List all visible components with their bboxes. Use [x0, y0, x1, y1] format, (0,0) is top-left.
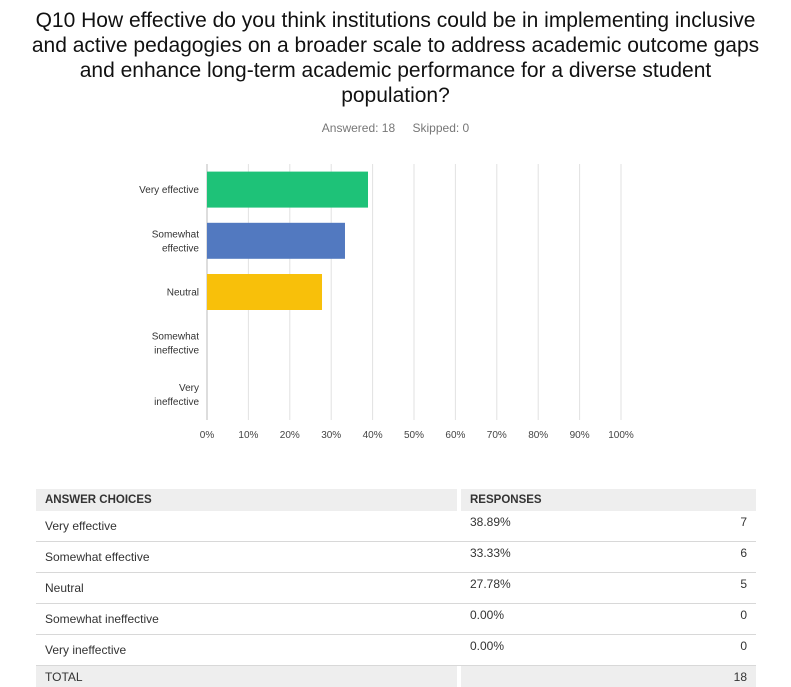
bar-chart: 0% 10% 20% 30% 40% 50% 60% 70% 80% 90% 100% Very ef… — [0, 150, 791, 450]
percent-cell: 33.33% — [461, 542, 629, 573]
results-table: ANSWER CHOICES RESPONSES Very effective … — [36, 489, 756, 687]
count-cell: 6 — [629, 542, 756, 573]
header-responses: RESPONSES — [461, 489, 629, 511]
bar — [207, 172, 368, 208]
x-tick-label: 0% — [200, 430, 215, 441]
bar — [207, 223, 345, 259]
table-row: Somewhat ineffective 0.00% 0 — [36, 604, 756, 635]
x-tick-label: 40% — [363, 430, 383, 441]
choice-cell: Very ineffective — [36, 635, 457, 666]
percent-cell: 0.00% — [461, 635, 629, 666]
answered-count: Answered: 18 — [322, 121, 395, 135]
x-tick-label: 100% — [608, 430, 634, 441]
question-title: Q10 How effective do you think instituti… — [30, 8, 761, 108]
x-tick-label: 60% — [445, 430, 465, 441]
y-category-label: Somewhat — [152, 332, 199, 343]
x-tick-label: 90% — [570, 430, 590, 441]
skipped-count: Skipped: 0 — [413, 121, 470, 135]
count-cell: 0 — [629, 635, 756, 666]
choice-cell: Somewhat ineffective — [36, 604, 457, 635]
y-category-label: effective — [162, 243, 199, 254]
y-category-label: Very — [179, 383, 199, 394]
percent-cell: 27.78% — [461, 573, 629, 604]
y-category-label: Somewhat — [152, 229, 199, 240]
percent-cell: 38.89% — [461, 511, 629, 542]
header-answer-choices: ANSWER CHOICES — [36, 489, 457, 511]
bar — [207, 274, 322, 310]
total-count: 18 — [629, 666, 756, 687]
choice-cell: Very effective — [36, 511, 457, 542]
count-cell: 5 — [629, 573, 756, 604]
y-category-label: ineffective — [154, 346, 199, 357]
response-summary: Answered: 18 Skipped: 0 — [0, 121, 791, 135]
y-category-label: ineffective — [154, 397, 199, 408]
table-row: Neutral 27.78% 5 — [36, 573, 756, 604]
count-cell: 0 — [629, 604, 756, 635]
total-label: TOTAL — [36, 666, 457, 687]
table-row: Very effective 38.89% 7 — [36, 511, 756, 542]
y-category-label: Very effective — [139, 185, 199, 196]
x-tick-label: 80% — [528, 430, 548, 441]
x-tick-label: 30% — [321, 430, 341, 441]
table-row: Somewhat effective 33.33% 6 — [36, 542, 756, 573]
x-tick-label: 20% — [280, 430, 300, 441]
table-header-row: ANSWER CHOICES RESPONSES — [36, 489, 756, 511]
x-tick-label: 50% — [404, 430, 424, 441]
total-row: TOTAL 18 — [36, 666, 756, 687]
x-tick-label: 10% — [238, 430, 258, 441]
choice-cell: Neutral — [36, 573, 457, 604]
percent-cell: 0.00% — [461, 604, 629, 635]
x-tick-label: 70% — [487, 430, 507, 441]
y-category-label: Neutral — [167, 288, 199, 299]
table-row: Very ineffective 0.00% 0 — [36, 635, 756, 666]
count-cell: 7 — [629, 511, 756, 542]
choice-cell: Somewhat effective — [36, 542, 457, 573]
